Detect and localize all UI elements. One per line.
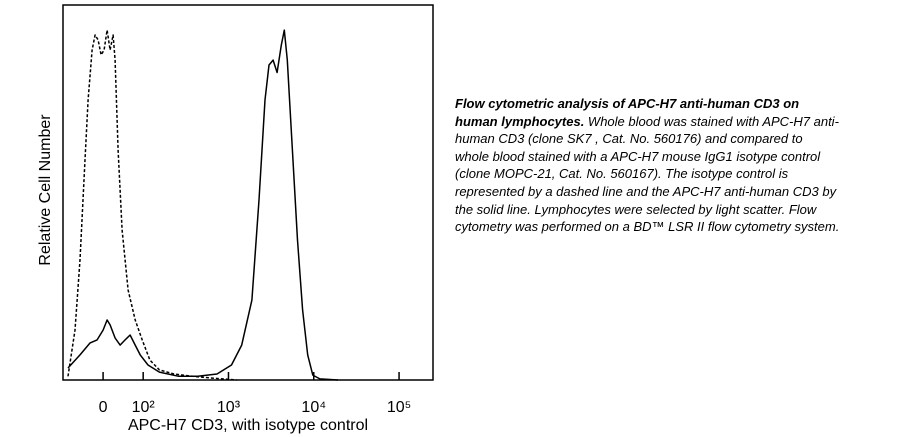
histogram-line: [67, 29, 237, 381]
caption-text: Whole blood was stained with APC-H7 anti…: [455, 113, 840, 235]
x-axis-label: APC-H7 CD3, with isotype control: [128, 417, 368, 434]
histogram-line: [67, 29, 339, 381]
chart: APC-H7 CD3, with isotype control Relativ…: [37, 4, 434, 434]
x-tick-label: 10⁴: [301, 399, 326, 416]
plot-frame: [62, 4, 434, 381]
caption: Flow cytometric analysis of APC-H7 anti-…: [455, 95, 840, 236]
x-tick-label: 0: [99, 399, 108, 416]
x-tick-label: 10³: [217, 399, 241, 416]
x-tick-label: 10⁵: [387, 399, 411, 416]
y-axis-label: Relative Cell Number: [37, 114, 54, 266]
caption-bold: Flow cytometric analysis of APC-H7 anti-…: [455, 96, 800, 129]
x-tick-label: 10²: [132, 399, 156, 416]
